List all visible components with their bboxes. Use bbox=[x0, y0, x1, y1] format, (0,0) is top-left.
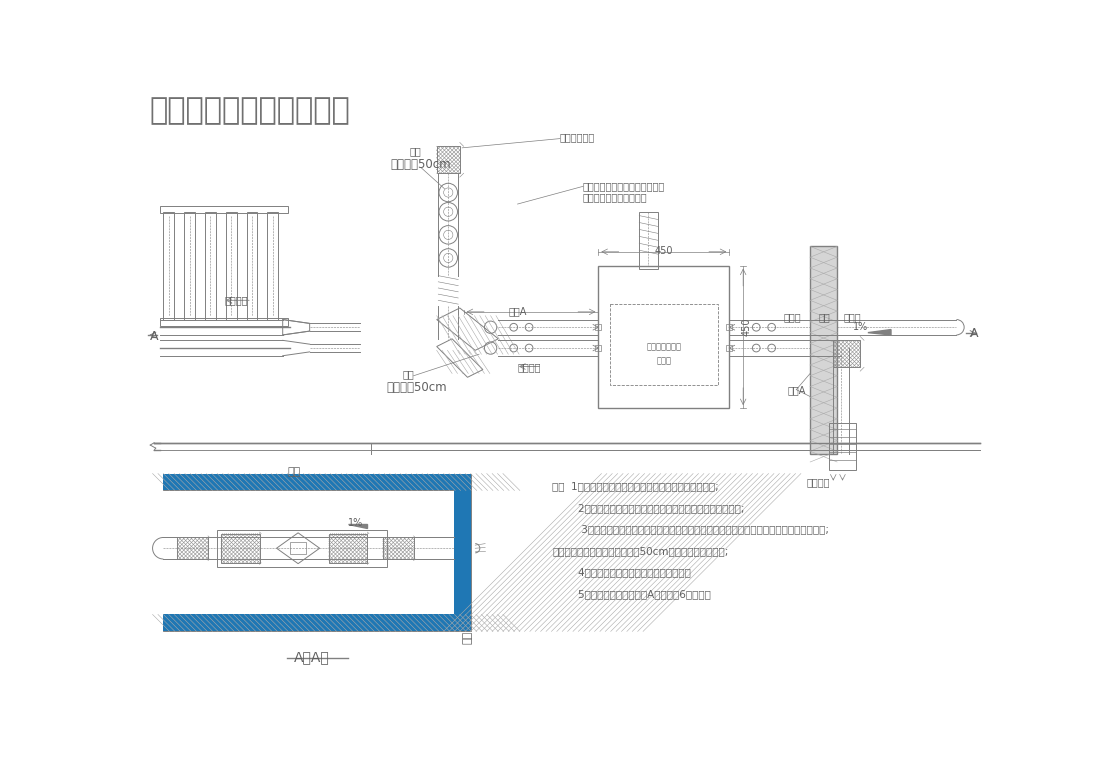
Bar bbox=[164, 474, 472, 490]
Text: 4、卫生间、厨房间换气不在本系统内。: 4、卫生间、厨房间换气不在本系统内。 bbox=[552, 567, 691, 578]
Bar bbox=[726, 324, 733, 330]
Text: 长度小于50cm: 长度小于50cm bbox=[387, 381, 448, 394]
Bar bbox=[160, 206, 288, 213]
Bar bbox=[205, 212, 216, 320]
Text: 外墙风口: 外墙风口 bbox=[806, 477, 829, 487]
Bar bbox=[164, 614, 472, 631]
Bar bbox=[437, 146, 460, 173]
Text: 室内侧: 室内侧 bbox=[783, 312, 801, 322]
Bar bbox=[226, 212, 236, 320]
Bar bbox=[267, 212, 278, 320]
Bar bbox=[218, 530, 387, 567]
Bar bbox=[290, 542, 306, 554]
Bar bbox=[595, 345, 602, 351]
Bar bbox=[454, 474, 472, 631]
Text: A: A bbox=[150, 330, 158, 343]
Bar bbox=[329, 534, 367, 563]
Bar bbox=[595, 324, 602, 330]
Text: 每处塑料波纹软管长度不得大于50cm，不得作为弯头使用;: 每处塑料波纹软管长度不得大于50cm，不得作为弯头使用; bbox=[552, 546, 728, 556]
Bar bbox=[810, 246, 837, 454]
Text: 注：  1、本图为采用全热交换新风机组的新风系统平面图;: 注： 1、本图为采用全热交换新风机组的新风系统平面图; bbox=[552, 481, 719, 491]
Polygon shape bbox=[349, 524, 367, 528]
Text: 气流方向: 气流方向 bbox=[518, 362, 541, 372]
Bar bbox=[454, 474, 472, 631]
Text: 家用中央新风系统示意图: 家用中央新风系统示意图 bbox=[150, 96, 350, 126]
Text: 5、与设备连接的直管段A处须大于6倍管径。: 5、与设备连接的直管段A处须大于6倍管径。 bbox=[552, 589, 711, 599]
Text: 室外侧: 室外侧 bbox=[844, 312, 861, 322]
Bar bbox=[829, 424, 857, 470]
Bar bbox=[726, 345, 733, 351]
Bar bbox=[160, 318, 288, 326]
Text: 长度小于50cm: 长度小于50cm bbox=[390, 158, 451, 171]
Bar bbox=[164, 474, 472, 490]
Bar bbox=[177, 537, 208, 559]
Text: 气流方向: 气流方向 bbox=[226, 295, 249, 305]
Bar bbox=[598, 266, 729, 408]
Text: 检修口: 检修口 bbox=[657, 357, 671, 366]
Text: 楼板: 楼板 bbox=[287, 467, 301, 477]
Text: 450: 450 bbox=[742, 318, 752, 336]
Text: A: A bbox=[970, 327, 979, 340]
Text: 墙体: 墙体 bbox=[818, 312, 829, 322]
Text: 直管A: 直管A bbox=[788, 385, 805, 395]
Text: 软管: 软管 bbox=[403, 370, 414, 380]
Bar bbox=[383, 537, 414, 559]
Text: 2、热交换新风机组需预留折卸热交换芯和滤网的维护空间;: 2、热交换新风机组需预留折卸热交换芯和滤网的维护空间; bbox=[552, 503, 745, 513]
Bar bbox=[609, 304, 717, 385]
Text: 3、机组与管道连接采用塑料波纹软管过度，管道与室内风口连接采用塑料波纹软管过度;: 3、机组与管道连接采用塑料波纹软管过度，管道与室内风口连接采用塑料波纹软管过度; bbox=[552, 524, 829, 534]
Bar bbox=[639, 212, 658, 270]
Bar bbox=[184, 212, 195, 320]
Text: 风量可调风口: 风量可调风口 bbox=[560, 132, 595, 142]
Text: 机组检修空间内不得有其它设施: 机组检修空间内不得有其它设施 bbox=[583, 181, 666, 191]
Bar bbox=[246, 212, 257, 320]
Polygon shape bbox=[868, 330, 891, 335]
Text: 空间大小按具体设备确定: 空间大小按具体设备确定 bbox=[583, 192, 648, 203]
Bar bbox=[164, 614, 472, 631]
Text: 直管A: 直管A bbox=[508, 306, 527, 316]
Text: A－A向: A－A向 bbox=[295, 651, 330, 665]
Bar bbox=[164, 212, 174, 320]
Text: 450: 450 bbox=[654, 246, 673, 256]
Text: 位置在接线盒侧: 位置在接线盒侧 bbox=[647, 343, 681, 352]
Text: 软管: 软管 bbox=[410, 146, 421, 156]
Text: 1%: 1% bbox=[349, 518, 363, 528]
Bar bbox=[221, 534, 260, 563]
Bar bbox=[834, 340, 860, 367]
Text: 1%: 1% bbox=[852, 322, 868, 332]
Text: 墙体: 墙体 bbox=[463, 631, 473, 644]
